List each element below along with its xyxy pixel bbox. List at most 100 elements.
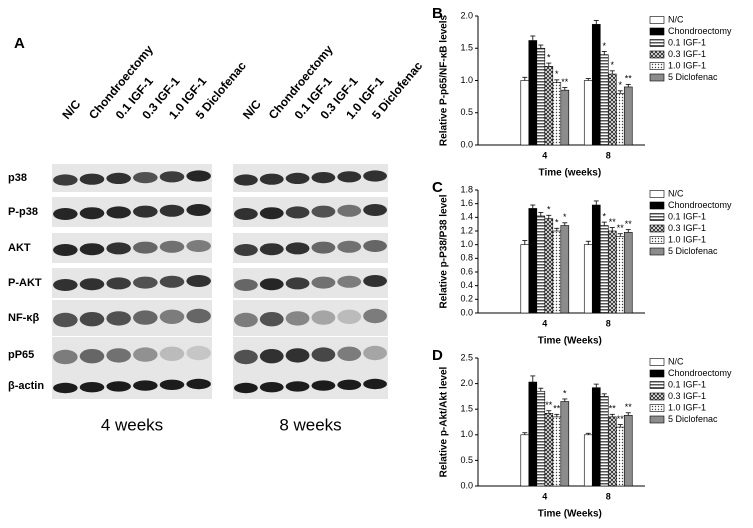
y-tick-label: 0.4 [460, 280, 473, 290]
blot-band [159, 275, 185, 288]
error-bar [530, 375, 536, 383]
blot-band [186, 204, 211, 216]
y-tick-label: 0.6 [460, 266, 473, 276]
significance-mark: ** [609, 217, 617, 227]
blot-band [234, 208, 258, 220]
blot-band [259, 278, 284, 291]
blot-row-label: P-AKT [8, 277, 42, 289]
blot-band [159, 379, 185, 390]
error-bar [530, 204, 536, 209]
blot-band [337, 240, 362, 253]
error-bar [538, 212, 544, 216]
legend-label: 0.3 IGF-1 [668, 223, 706, 233]
blot-band [53, 244, 78, 256]
y-tick-label: 2.5 [460, 352, 473, 362]
blot-band [311, 310, 336, 325]
blot-band [311, 241, 336, 254]
y-tick-label: 1.4 [460, 212, 473, 222]
bar [560, 401, 570, 487]
significance-mark: ** [561, 77, 569, 87]
group-label: 8 weeks [279, 415, 341, 434]
blot-band [285, 242, 310, 255]
blot-band [186, 240, 211, 252]
y-tick-label: 0.8 [460, 253, 473, 263]
blot-band [311, 205, 336, 218]
significance-mark: * [547, 52, 551, 62]
error-bar [609, 70, 615, 75]
legend-label: 0.1 IGF-1 [668, 211, 706, 221]
blot-band [159, 204, 185, 217]
bar [520, 80, 530, 146]
bar [607, 230, 617, 314]
y-tick-label: 1.6 [460, 198, 473, 208]
blot-band [106, 381, 131, 392]
blot-strip [233, 268, 388, 298]
blot-band [186, 308, 211, 324]
error-bar [538, 44, 544, 49]
legend-label: N/C [668, 14, 684, 24]
panel-label: C [432, 179, 443, 196]
y-tick-label: 1.5 [460, 43, 473, 53]
error-bar [546, 410, 552, 414]
y-tick-label: 1.5 [460, 404, 473, 414]
y-tick-label: 0.0 [460, 480, 473, 490]
panel-label: B [432, 5, 443, 22]
blot-band [363, 240, 387, 252]
bar [544, 412, 554, 487]
bar [615, 236, 625, 314]
error-bar [593, 383, 599, 388]
blot-band [259, 349, 284, 364]
bar [583, 244, 593, 314]
blot-row-label: p38 [8, 172, 27, 184]
bar [536, 215, 546, 314]
blot-band [259, 207, 284, 220]
bar [615, 93, 625, 146]
blot-strip [52, 337, 212, 373]
bar [536, 390, 546, 487]
blot-band [79, 243, 105, 256]
blot-band [53, 382, 78, 394]
blot-strip [52, 233, 212, 263]
error-bar [609, 413, 615, 417]
error-bar [593, 200, 599, 206]
significance-mark: * [563, 388, 567, 398]
bar [544, 66, 554, 146]
bar [591, 204, 601, 314]
blot-strip [233, 337, 388, 373]
y-axis-label: Relative P-p65/NF-κB levels [439, 14, 450, 146]
bar [599, 396, 609, 487]
significance-mark: ** [625, 74, 633, 84]
blot-band [53, 174, 78, 186]
blot-band [311, 276, 336, 289]
error-bar [554, 79, 560, 83]
bar [623, 415, 633, 487]
legend-swatch [649, 404, 665, 412]
blot-band [79, 312, 105, 327]
lane-label: N/C [59, 97, 83, 122]
blot-band [259, 243, 284, 256]
y-axis-label: Relative p-Akt/Akt level [439, 366, 450, 477]
blot-band [186, 275, 211, 287]
bar [528, 40, 538, 146]
blot-band [53, 349, 78, 365]
error-bar [546, 62, 552, 67]
blot-band [234, 174, 258, 186]
legend-label: 5 Diclofenac [668, 246, 718, 256]
x-tick-label: 8 [606, 491, 611, 501]
y-tick-label: 1.2 [460, 225, 473, 235]
legend-swatch [649, 73, 665, 82]
x-tick-label: 4 [542, 150, 547, 160]
blot-strip [52, 373, 212, 399]
legend-swatch [649, 236, 665, 244]
significance-mark: ** [625, 402, 633, 412]
legend-label: Chondroectomy [668, 26, 732, 36]
bar [583, 434, 593, 487]
blot-row-label: pP65 [8, 349, 34, 361]
blot-band [285, 311, 310, 326]
y-tick-label: 2.0 [460, 10, 473, 20]
bar [520, 244, 530, 314]
x-tick-label: 8 [606, 150, 611, 160]
bar [528, 208, 538, 314]
blot-row-label: AKT [8, 242, 31, 254]
